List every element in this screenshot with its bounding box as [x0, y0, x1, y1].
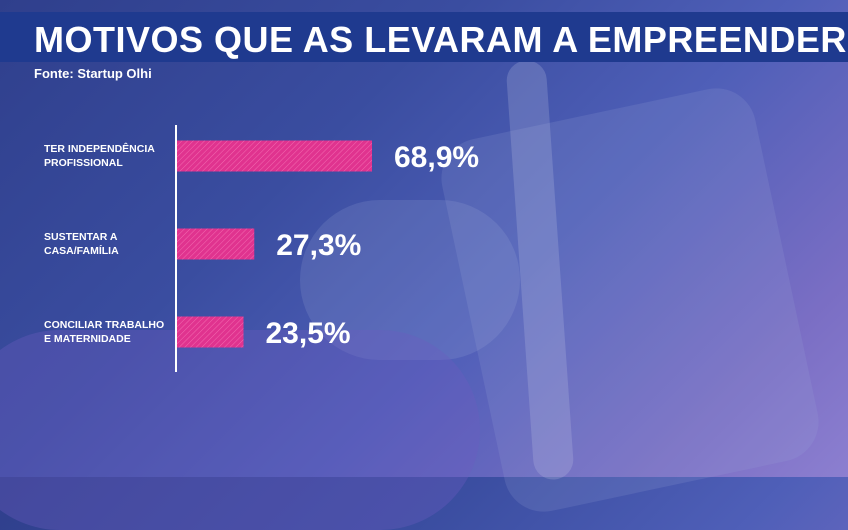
category-label-line: PROFISSIONAL — [44, 157, 123, 169]
source-label: Fonte: Startup Olhi — [34, 66, 152, 81]
category-label-line: E MATERNIDADE — [44, 333, 131, 345]
category-label-line: CONCILIAR TRABALHO — [44, 319, 164, 331]
background-hand-shape — [300, 200, 520, 360]
bar-value-label: 27,3% — [276, 229, 361, 262]
category-label: TER INDEPENDÊNCIA PROFISSIONAL — [44, 142, 155, 169]
title-bar — [0, 12, 848, 62]
bar-chart: 68,9% TER INDEPENDÊNCIA PROFISSIONAL 27,3% S… — [44, 140, 479, 350]
category-label-line: TER INDEPENDÊNCIA — [44, 142, 155, 155]
bar-value-label: 23,5% — [266, 317, 351, 350]
category-label-line: CASA/FAMÍLIA — [44, 244, 119, 257]
chart-title: MOTIVOS QUE AS LEVARAM A EMPREENDER — [34, 19, 847, 60]
category-label-line: SUSTENTAR A — [44, 231, 118, 243]
category-label: CONCILIAR TRABALHO E MATERNIDADE — [44, 319, 164, 345]
category-label: SUSTENTAR A CASA/FAMÍLIA — [44, 231, 119, 257]
bar — [177, 316, 244, 348]
bar — [177, 228, 255, 260]
bar-value-label: 68,9% — [394, 141, 479, 174]
bar — [177, 140, 372, 172]
